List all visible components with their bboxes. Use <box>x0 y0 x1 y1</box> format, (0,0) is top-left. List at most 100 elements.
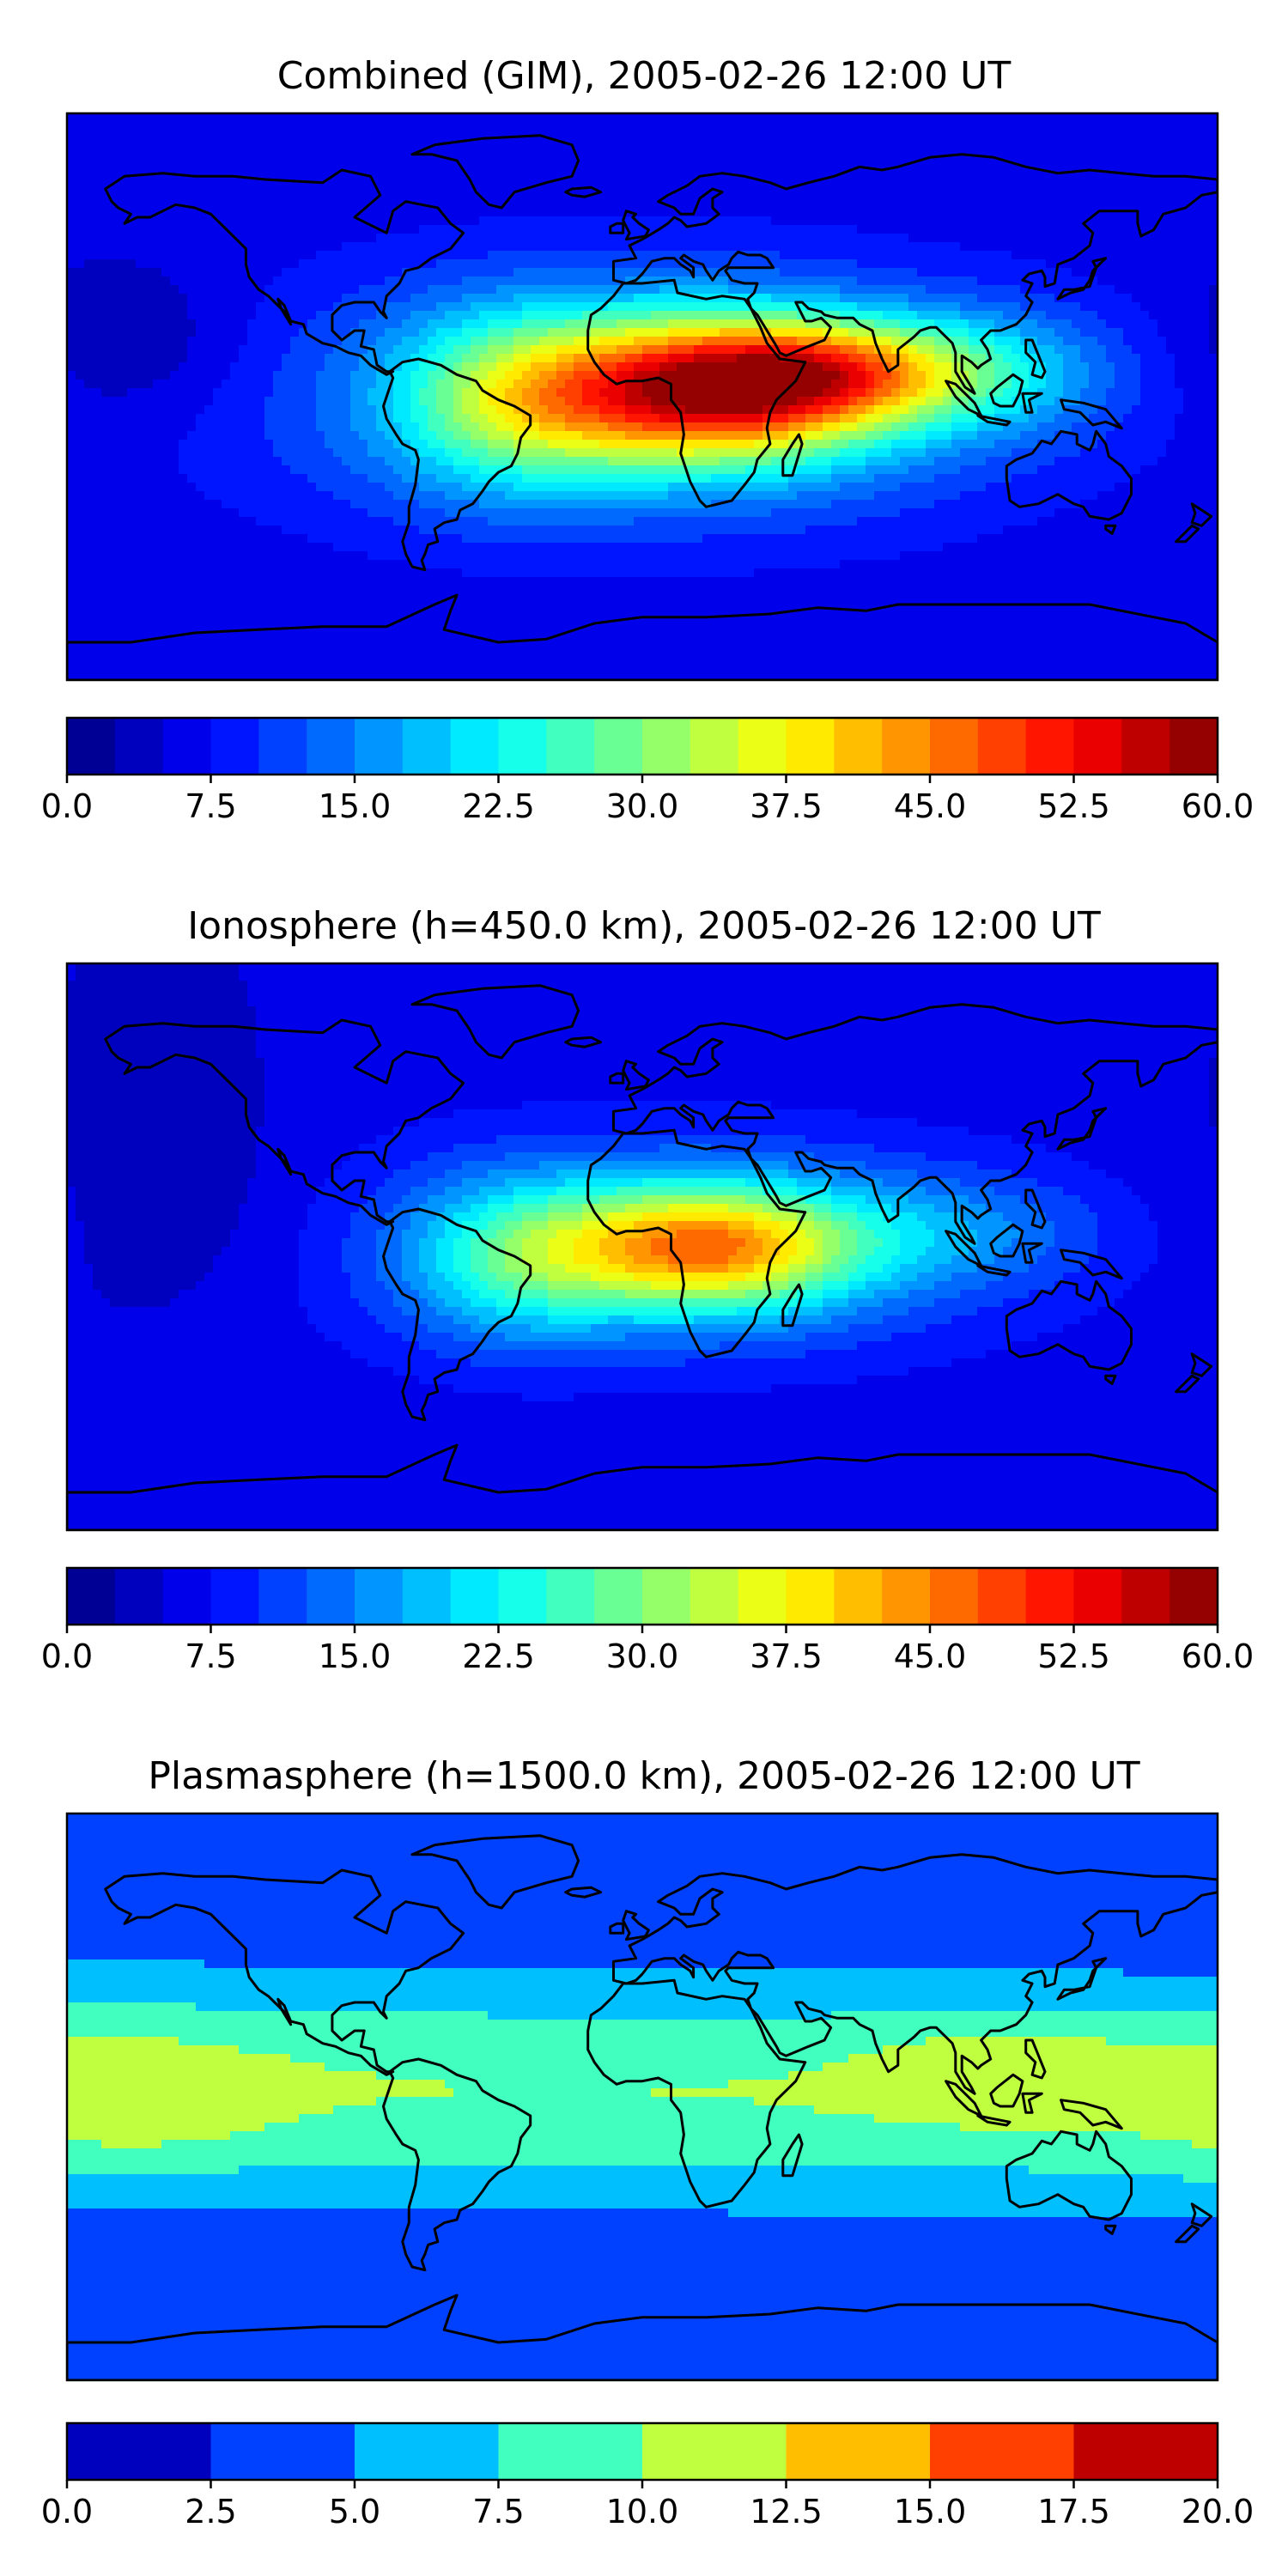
contour-cell <box>136 242 145 252</box>
contour-cell <box>969 405 978 415</box>
contour-cell <box>342 131 351 140</box>
contour-cell <box>685 345 695 355</box>
contour-cell <box>1149 148 1158 157</box>
contour-cell <box>196 388 205 398</box>
contour-cell <box>814 156 823 166</box>
contour-cell <box>436 242 446 252</box>
contour-cell <box>462 148 471 157</box>
contour-cell <box>170 405 179 415</box>
contour-cell <box>762 294 772 303</box>
contour-cell <box>350 371 360 380</box>
contour-cell <box>187 276 197 286</box>
contour-cell <box>986 362 995 372</box>
contour-cell <box>1209 294 1218 303</box>
contour-cell <box>325 276 334 286</box>
contour-cell <box>1115 131 1124 140</box>
contour-cell <box>239 311 248 320</box>
contour-cell <box>969 113 978 123</box>
contour-cell <box>814 405 823 415</box>
contour-cell <box>136 397 145 406</box>
contour-cell <box>1097 251 1107 260</box>
contour-cell <box>591 122 600 131</box>
contour-cell <box>1192 285 1201 295</box>
contour-cell <box>788 165 798 174</box>
contour-cell <box>67 362 76 372</box>
contour-cell <box>84 294 94 303</box>
contour-cell <box>264 354 274 363</box>
contour-cell <box>908 397 918 406</box>
contour-cell <box>179 259 188 269</box>
contour-cell <box>144 234 154 243</box>
contour-cell <box>934 242 944 252</box>
contour-cell <box>161 405 171 415</box>
contour-cell <box>857 397 866 406</box>
contour-cell <box>264 251 274 260</box>
contour-cell <box>179 328 188 337</box>
contour-cell <box>866 156 875 166</box>
contour-cell <box>617 216 626 226</box>
contour-cell <box>591 371 600 380</box>
contour-cell <box>1183 259 1193 269</box>
contour-cell <box>67 139 76 149</box>
contour-cell <box>393 268 403 277</box>
contour-cell <box>883 199 892 209</box>
contour-cell <box>539 156 549 166</box>
contour-cell <box>797 216 806 226</box>
contour-cell <box>891 405 901 415</box>
contour-cell <box>513 397 523 406</box>
contour-cell <box>144 216 154 226</box>
contour-cell <box>574 139 583 149</box>
contour-cell <box>539 122 549 131</box>
contour-cell <box>548 216 557 226</box>
contour-cell <box>720 328 729 337</box>
contour-cell <box>582 225 592 234</box>
contour-cell <box>711 199 720 209</box>
contour-cell <box>513 156 523 166</box>
contour-cell <box>1089 388 1098 398</box>
contour-cell <box>1106 414 1115 423</box>
contour-cell <box>393 191 403 200</box>
contour-cell <box>488 251 497 260</box>
contour-cell <box>900 225 909 234</box>
contour-cell <box>986 380 995 389</box>
contour-cell <box>1183 165 1193 174</box>
contour-cell <box>393 216 403 226</box>
contour-cell <box>1063 208 1072 217</box>
contour-cell <box>161 414 171 423</box>
contour-cell <box>376 371 386 380</box>
contour-cell <box>737 225 746 234</box>
contour-cell <box>754 165 763 174</box>
contour-cell <box>428 422 437 432</box>
contour-cell <box>994 156 1004 166</box>
contour-cell <box>84 345 94 355</box>
contour-cell <box>780 337 789 346</box>
contour-cell <box>144 208 154 217</box>
contour-cell <box>720 311 729 320</box>
contour-cell <box>247 165 257 174</box>
contour-cell <box>548 319 557 329</box>
contour-cell <box>1003 182 1012 191</box>
contour-cell <box>625 285 635 295</box>
contour-cell <box>1200 328 1210 337</box>
contour-cell <box>668 388 677 398</box>
contour-cell <box>977 182 987 191</box>
contour-cell <box>462 337 471 346</box>
contour-cell <box>118 388 128 398</box>
contour-cell <box>866 113 875 123</box>
contour-cell <box>273 199 283 209</box>
contour-cell <box>1072 113 1081 123</box>
contour-cell <box>900 302 909 312</box>
contour-cell <box>625 139 635 149</box>
contour-cell <box>196 268 205 277</box>
contour-cell <box>608 199 617 209</box>
contour-cell <box>1175 337 1184 346</box>
contour-cell <box>994 242 1004 252</box>
contour-cell <box>299 371 308 380</box>
contour-cell <box>1115 405 1124 415</box>
contour-cell <box>848 148 858 157</box>
contour-cell <box>1003 276 1012 286</box>
contour-cell <box>685 414 695 423</box>
contour-cell <box>118 139 128 149</box>
contour-cell <box>196 414 205 423</box>
